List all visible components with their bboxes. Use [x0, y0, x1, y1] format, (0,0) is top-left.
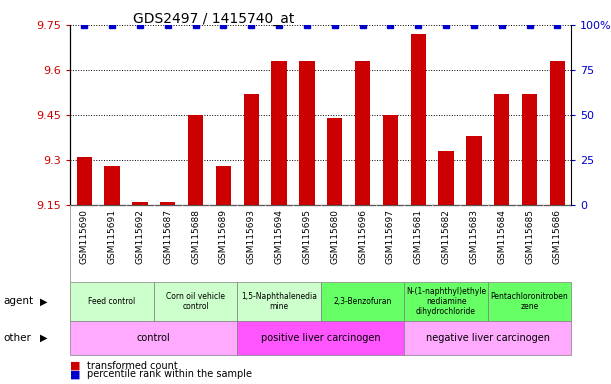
Text: GSM115691: GSM115691 [108, 209, 117, 264]
Text: ■: ■ [70, 369, 81, 379]
Text: GSM115690: GSM115690 [79, 209, 89, 264]
Bar [550, 61, 565, 205]
Text: percentile rank within the sample: percentile rank within the sample [87, 369, 252, 379]
Bar [271, 61, 287, 205]
Text: negative liver carcinogen: negative liver carcinogen [426, 333, 550, 343]
Bar [216, 166, 231, 205]
Bar [237, 282, 321, 321]
Text: GSM115696: GSM115696 [358, 209, 367, 264]
Text: GSM115693: GSM115693 [247, 209, 255, 264]
Text: transformed count: transformed count [87, 361, 178, 371]
Bar [299, 61, 315, 205]
Text: GSM115695: GSM115695 [302, 209, 312, 264]
Bar [466, 136, 481, 205]
Text: GSM115681: GSM115681 [414, 209, 423, 264]
Text: Corn oil vehicle
control: Corn oil vehicle control [166, 292, 225, 311]
Text: 2,3-Benzofuran: 2,3-Benzofuran [334, 297, 392, 306]
Bar [327, 118, 342, 205]
Text: GSM115682: GSM115682 [442, 209, 450, 264]
Text: Feed control: Feed control [89, 297, 136, 306]
Bar [321, 282, 404, 321]
Bar [188, 115, 203, 205]
Bar [438, 151, 454, 205]
Bar [411, 34, 426, 205]
Text: GSM115697: GSM115697 [386, 209, 395, 264]
Text: GSM115689: GSM115689 [219, 209, 228, 264]
Bar [522, 94, 537, 205]
Text: GSM115688: GSM115688 [191, 209, 200, 264]
Bar [355, 61, 370, 205]
Text: N-(1-naphthyl)ethyle
nediamine
dihydrochloride: N-(1-naphthyl)ethyle nediamine dihydroch… [406, 286, 486, 316]
Bar [70, 321, 237, 355]
Text: control: control [137, 333, 170, 343]
Bar [104, 166, 120, 205]
Text: other: other [3, 333, 31, 343]
Text: GSM115694: GSM115694 [274, 209, 284, 264]
Bar [154, 282, 237, 321]
Text: ■: ■ [70, 361, 81, 371]
Text: GSM115680: GSM115680 [330, 209, 339, 264]
Text: GSM115686: GSM115686 [553, 209, 562, 264]
Text: ▶: ▶ [40, 333, 47, 343]
Text: GSM115687: GSM115687 [163, 209, 172, 264]
Bar [488, 282, 571, 321]
Text: ▶: ▶ [40, 296, 47, 306]
Text: GSM115684: GSM115684 [497, 209, 506, 264]
Bar [404, 282, 488, 321]
Bar [404, 321, 571, 355]
Bar [70, 282, 154, 321]
Text: GSM115685: GSM115685 [525, 209, 534, 264]
Bar [382, 115, 398, 205]
Bar [244, 94, 259, 205]
Bar [494, 94, 510, 205]
Bar [132, 202, 147, 205]
Text: Pentachloronitroben
zene: Pentachloronitroben zene [491, 292, 568, 311]
Bar [160, 202, 175, 205]
Text: GSM115692: GSM115692 [136, 209, 144, 264]
Text: positive liver carcinogen: positive liver carcinogen [261, 333, 381, 343]
Text: 1,5-Naphthalenedia
mine: 1,5-Naphthalenedia mine [241, 292, 317, 311]
Text: agent: agent [3, 296, 33, 306]
Bar [237, 321, 404, 355]
Bar [76, 157, 92, 205]
Text: GSM115683: GSM115683 [469, 209, 478, 264]
Text: GDS2497 / 1415740_at: GDS2497 / 1415740_at [133, 12, 295, 25]
